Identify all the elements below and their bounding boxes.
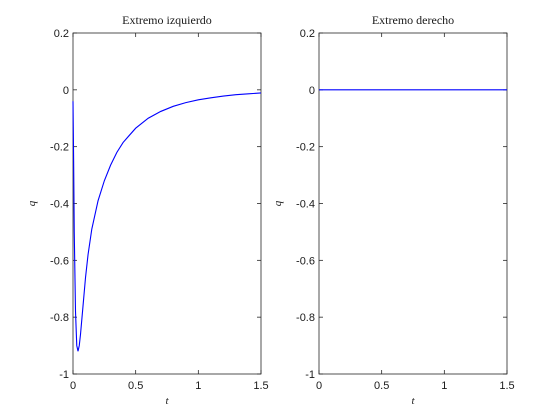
left-x-tick-label: 0.5 bbox=[128, 380, 143, 392]
right-x-tick-label: 1 bbox=[441, 380, 447, 392]
left-chart-title: Extremo izquierdo bbox=[122, 13, 212, 27]
right-chart: -1 -0.8 -0.6 -0.4 -0.2 0 0.2 0 0.5 1 1.5 Extremo … bbox=[272, 13, 515, 407]
right-x-tick-label: 1.5 bbox=[499, 380, 514, 392]
right-chart-title: Extremo derecho bbox=[372, 13, 454, 27]
right-x-tick-label: 0 bbox=[316, 380, 322, 392]
right-y-axis: -1 -0.8 -0.6 -0.4 -0.2 0 0.2 bbox=[296, 28, 507, 381]
right-x-axis: 0 0.5 1 1.5 bbox=[316, 33, 515, 392]
left-y-axis: -1 -0.8 -0.6 -0.4 -0.2 0 0.2 bbox=[50, 28, 261, 381]
left-series bbox=[72, 92, 262, 352]
left-x-tick-label: 1 bbox=[195, 380, 201, 392]
left-series-line bbox=[72, 92, 262, 352]
left-plot-frame bbox=[72, 32, 262, 375]
left-y-tick-label: -0.4 bbox=[50, 199, 69, 211]
left-y-tick-label: -0.2 bbox=[50, 142, 69, 154]
left-y-tick-label: -0.6 bbox=[50, 255, 69, 267]
right-plot-frame bbox=[318, 32, 508, 375]
right-y-tick-label: 0 bbox=[309, 85, 315, 97]
left-x-axis-label: t bbox=[165, 395, 169, 407]
right-y-tick-label: -1 bbox=[305, 369, 315, 381]
left-y-tick-label: 0.2 bbox=[54, 28, 69, 40]
right-x-tick-label: 0.5 bbox=[374, 380, 389, 392]
right-y-tick-label: -0.6 bbox=[296, 255, 315, 267]
left-x-tick-label: 0 bbox=[70, 380, 76, 392]
right-y-tick-label: -0.2 bbox=[296, 142, 315, 154]
left-y-tick-label: -1 bbox=[59, 369, 69, 381]
right-x-axis-label: t bbox=[411, 395, 415, 407]
left-y-tick-label: -0.8 bbox=[50, 312, 69, 324]
right-y-tick-label: 0.2 bbox=[300, 28, 315, 40]
left-y-axis-label: q bbox=[26, 200, 38, 206]
left-x-tick-label: 1.5 bbox=[253, 380, 268, 392]
right-y-axis-label: q bbox=[272, 200, 284, 206]
left-y-tick-label: 0 bbox=[63, 85, 69, 97]
right-y-tick-label: -0.8 bbox=[296, 312, 315, 324]
left-chart: -1 -0.8 -0.6 -0.4 -0.2 0 0.2 0 0.5 1 1.5 Extremo … bbox=[26, 13, 269, 407]
left-x-axis: 0 0.5 1 1.5 bbox=[70, 33, 269, 392]
right-y-tick-label: -0.4 bbox=[296, 199, 315, 211]
